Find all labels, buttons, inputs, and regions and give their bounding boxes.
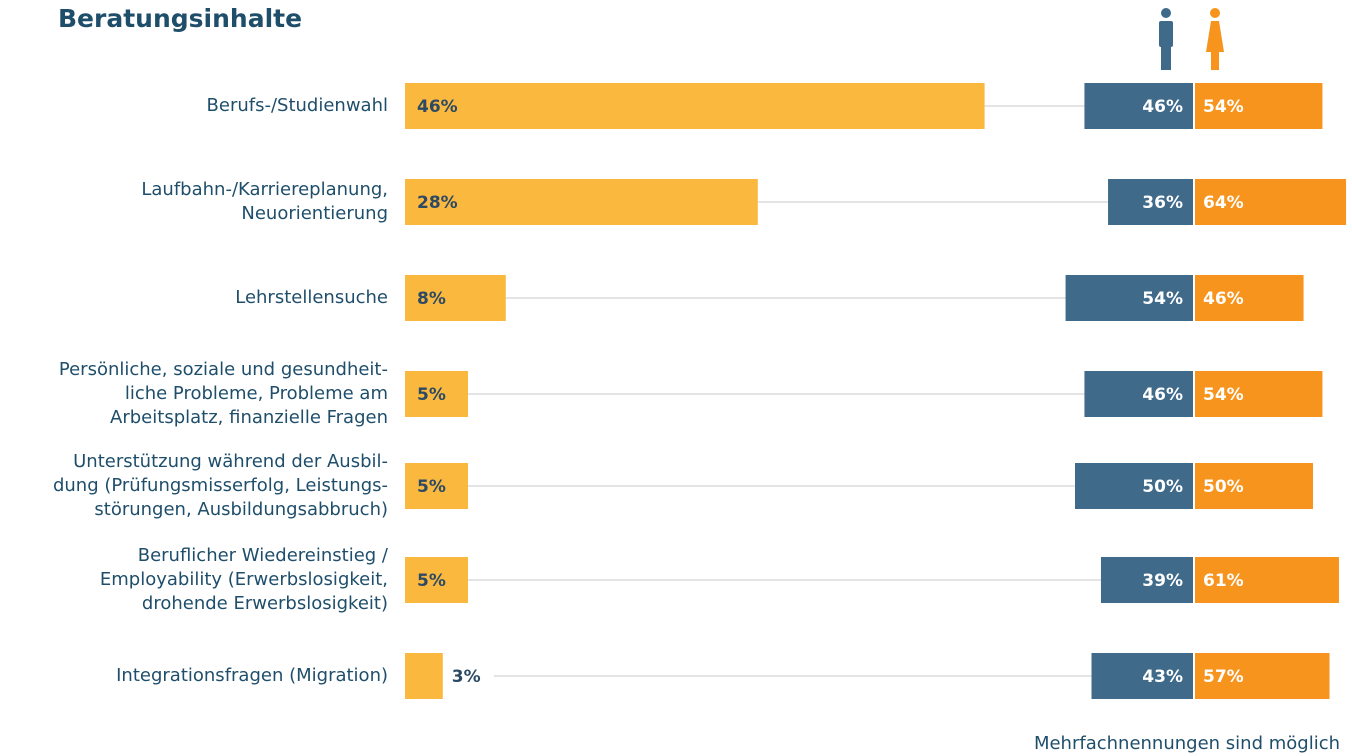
category-label: Beruflicher Wiedereinstieg / Employabili… bbox=[99, 545, 388, 614]
bar-male bbox=[1100, 557, 1193, 603]
category-label: Lehrstellensuche bbox=[235, 287, 388, 308]
bar bbox=[405, 371, 468, 417]
bar-female bbox=[1195, 653, 1330, 699]
bar-male bbox=[1084, 83, 1193, 129]
value-label: 5% bbox=[417, 477, 446, 497]
value-label-female: 50% bbox=[1203, 477, 1244, 497]
value-label-male: 43% bbox=[1142, 667, 1183, 687]
category-label: Laufbahn-/Karriereplanung, Neuorientieru… bbox=[141, 179, 388, 224]
value-label-male: 39% bbox=[1142, 571, 1183, 591]
value-label-female: 46% bbox=[1203, 289, 1244, 309]
bar bbox=[405, 179, 758, 225]
category-label: Integrationsfragen (Migration) bbox=[116, 665, 388, 686]
category-label: Persönliche, soziale und gesundheit- lic… bbox=[58, 359, 388, 428]
value-label: 8% bbox=[417, 289, 446, 309]
bar-male bbox=[1084, 371, 1193, 417]
bar-female bbox=[1195, 275, 1304, 321]
value-label-male: 54% bbox=[1142, 289, 1183, 309]
male-icon bbox=[1159, 8, 1173, 70]
bar-female bbox=[1195, 83, 1323, 129]
bar-female bbox=[1195, 557, 1339, 603]
category-label: Unterstützung während der Ausbil- dung (… bbox=[52, 451, 388, 520]
value-label: 5% bbox=[417, 385, 446, 405]
value-label-female: 54% bbox=[1203, 385, 1244, 405]
bar bbox=[405, 557, 468, 603]
value-label-female: 57% bbox=[1203, 667, 1244, 687]
value-label-female: 54% bbox=[1203, 97, 1244, 117]
value-label-male: 46% bbox=[1142, 385, 1183, 405]
value-label-male: 50% bbox=[1142, 477, 1183, 497]
value-label-male: 46% bbox=[1142, 97, 1183, 117]
bar bbox=[405, 463, 468, 509]
bar-female bbox=[1195, 371, 1323, 417]
bar-female bbox=[1195, 463, 1313, 509]
bar-male bbox=[1108, 179, 1193, 225]
value-label: 3% bbox=[452, 667, 481, 687]
value-label: 28% bbox=[417, 193, 458, 213]
bar-male bbox=[1091, 653, 1193, 699]
value-label-male: 36% bbox=[1142, 193, 1183, 213]
bar-female bbox=[1195, 179, 1347, 225]
value-label: 5% bbox=[417, 571, 446, 591]
bar bbox=[405, 653, 443, 699]
bar-male bbox=[1065, 275, 1193, 321]
category-label: Berufs-/Studienwahl bbox=[206, 95, 388, 116]
value-label-female: 61% bbox=[1203, 571, 1244, 591]
female-icon bbox=[1206, 8, 1224, 70]
chart-title: Beratungsinhalte bbox=[58, 4, 303, 33]
note: Mehrfachnennungen sind möglich bbox=[1033, 733, 1340, 754]
value-label-female: 64% bbox=[1203, 193, 1244, 213]
bar-male bbox=[1075, 463, 1193, 509]
value-label: 46% bbox=[417, 97, 458, 117]
bar bbox=[405, 83, 985, 129]
bar bbox=[405, 275, 506, 321]
